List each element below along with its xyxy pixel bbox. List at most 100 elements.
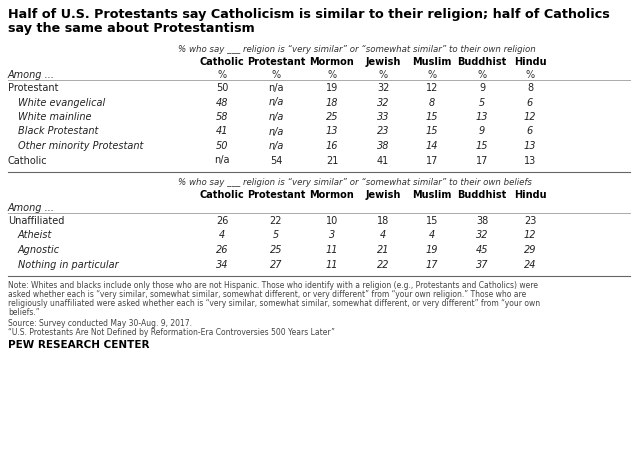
Text: 8: 8: [527, 83, 533, 93]
Text: 11: 11: [326, 259, 339, 269]
Text: 13: 13: [524, 141, 536, 151]
Text: 21: 21: [377, 245, 389, 255]
Text: n/a: n/a: [268, 83, 284, 93]
Text: 41: 41: [216, 126, 228, 136]
Text: 24: 24: [524, 259, 536, 269]
Text: 18: 18: [326, 97, 339, 107]
Text: Note: Whites and blacks include only those who are not Hispanic. Those who ident: Note: Whites and blacks include only tho…: [8, 280, 538, 289]
Text: Nothing in particular: Nothing in particular: [18, 259, 118, 269]
Text: % who say ___ religion is “very similar” or “somewhat similar” to their own reli: % who say ___ religion is “very similar”…: [178, 45, 536, 54]
Text: 13: 13: [326, 126, 339, 136]
Text: %: %: [477, 70, 486, 80]
Text: 27: 27: [269, 259, 282, 269]
Text: 6: 6: [527, 97, 533, 107]
Text: %: %: [378, 70, 388, 80]
Text: Among ...: Among ...: [8, 70, 55, 80]
Text: % who say ___ religion is “very similar” or “somewhat similar” to their own beli: % who say ___ religion is “very similar”…: [178, 178, 532, 187]
Text: Buddhist: Buddhist: [458, 189, 507, 199]
Text: 26: 26: [216, 245, 228, 255]
Text: 15: 15: [476, 141, 488, 151]
Text: Among ...: Among ...: [8, 203, 55, 213]
Text: Mormon: Mormon: [310, 57, 355, 67]
Text: 54: 54: [270, 155, 282, 165]
Text: 50: 50: [216, 83, 228, 93]
Text: 12: 12: [426, 83, 438, 93]
Text: 15: 15: [426, 126, 438, 136]
Text: Protestant: Protestant: [247, 57, 305, 67]
Text: Catholic: Catholic: [8, 155, 47, 165]
Text: White mainline: White mainline: [18, 112, 92, 122]
Text: 6: 6: [527, 126, 533, 136]
Text: n/a: n/a: [268, 112, 284, 122]
Text: n/a: n/a: [268, 141, 284, 151]
Text: Buddhist: Buddhist: [458, 57, 507, 67]
Text: 5: 5: [273, 230, 279, 240]
Text: 12: 12: [524, 230, 536, 240]
Text: Protestant: Protestant: [8, 83, 58, 93]
Text: 13: 13: [524, 155, 536, 165]
Text: 38: 38: [476, 216, 488, 226]
Text: %: %: [328, 70, 337, 80]
Text: Black Protestant: Black Protestant: [18, 126, 99, 136]
Text: 4: 4: [429, 230, 435, 240]
Text: n/a: n/a: [268, 97, 284, 107]
Text: 58: 58: [216, 112, 228, 122]
Text: Jewish: Jewish: [365, 57, 401, 67]
Text: Source: Survey conducted May 30-Aug. 9, 2017.: Source: Survey conducted May 30-Aug. 9, …: [8, 318, 192, 327]
Text: “U.S. Protestants Are Not Defined by Reformation-Era Controversies 500 Years Lat: “U.S. Protestants Are Not Defined by Ref…: [8, 327, 335, 336]
Text: 11: 11: [326, 245, 339, 255]
Text: Muslim: Muslim: [412, 57, 452, 67]
Text: White evangelical: White evangelical: [18, 97, 105, 107]
Text: 15: 15: [426, 112, 438, 122]
Text: 5: 5: [479, 97, 485, 107]
Text: Unaffiliated: Unaffiliated: [8, 216, 65, 226]
Text: 4: 4: [380, 230, 386, 240]
Text: Mormon: Mormon: [310, 189, 355, 199]
Text: 3: 3: [329, 230, 335, 240]
Text: 32: 32: [377, 83, 389, 93]
Text: Protestant: Protestant: [247, 189, 305, 199]
Text: 15: 15: [426, 216, 438, 226]
Text: 45: 45: [476, 245, 488, 255]
Text: 4: 4: [219, 230, 225, 240]
Text: Atheist: Atheist: [18, 230, 52, 240]
Text: Catholic: Catholic: [200, 189, 244, 199]
Text: 19: 19: [326, 83, 338, 93]
Text: 26: 26: [216, 216, 228, 226]
Text: 17: 17: [426, 155, 438, 165]
Text: 41: 41: [377, 155, 389, 165]
Text: asked whether each is “very similar, somewhat similar, somewhat different, or ve: asked whether each is “very similar, som…: [8, 289, 526, 298]
Text: 32: 32: [476, 230, 488, 240]
Text: 9: 9: [479, 83, 485, 93]
Text: 25: 25: [269, 245, 282, 255]
Text: Half of U.S. Protestants say Catholicism is similar to their religion; half of C: Half of U.S. Protestants say Catholicism…: [8, 8, 610, 21]
Text: 17: 17: [476, 155, 488, 165]
Text: 12: 12: [524, 112, 536, 122]
Text: 18: 18: [377, 216, 389, 226]
Text: 23: 23: [377, 126, 389, 136]
Text: 23: 23: [524, 216, 536, 226]
Text: 25: 25: [326, 112, 339, 122]
Text: Catholic: Catholic: [200, 57, 244, 67]
Text: Hindu: Hindu: [514, 189, 547, 199]
Text: Hindu: Hindu: [514, 57, 547, 67]
Text: 22: 22: [269, 216, 282, 226]
Text: 13: 13: [476, 112, 488, 122]
Text: n/a: n/a: [214, 155, 230, 165]
Text: Other minority Protestant: Other minority Protestant: [18, 141, 143, 151]
Text: Agnostic: Agnostic: [18, 245, 60, 255]
Text: %: %: [525, 70, 534, 80]
Text: 16: 16: [326, 141, 339, 151]
Text: Muslim: Muslim: [412, 189, 452, 199]
Text: 32: 32: [377, 97, 389, 107]
Text: Jewish: Jewish: [365, 189, 401, 199]
Text: %: %: [271, 70, 280, 80]
Text: 9: 9: [479, 126, 485, 136]
Text: say the same about Protestantism: say the same about Protestantism: [8, 22, 255, 35]
Text: %: %: [218, 70, 227, 80]
Text: 10: 10: [326, 216, 338, 226]
Text: 37: 37: [476, 259, 488, 269]
Text: 17: 17: [426, 259, 438, 269]
Text: religiously unaffiliated were asked whether each is “very similar, somewhat simi: religiously unaffiliated were asked whet…: [8, 298, 540, 307]
Text: 22: 22: [377, 259, 389, 269]
